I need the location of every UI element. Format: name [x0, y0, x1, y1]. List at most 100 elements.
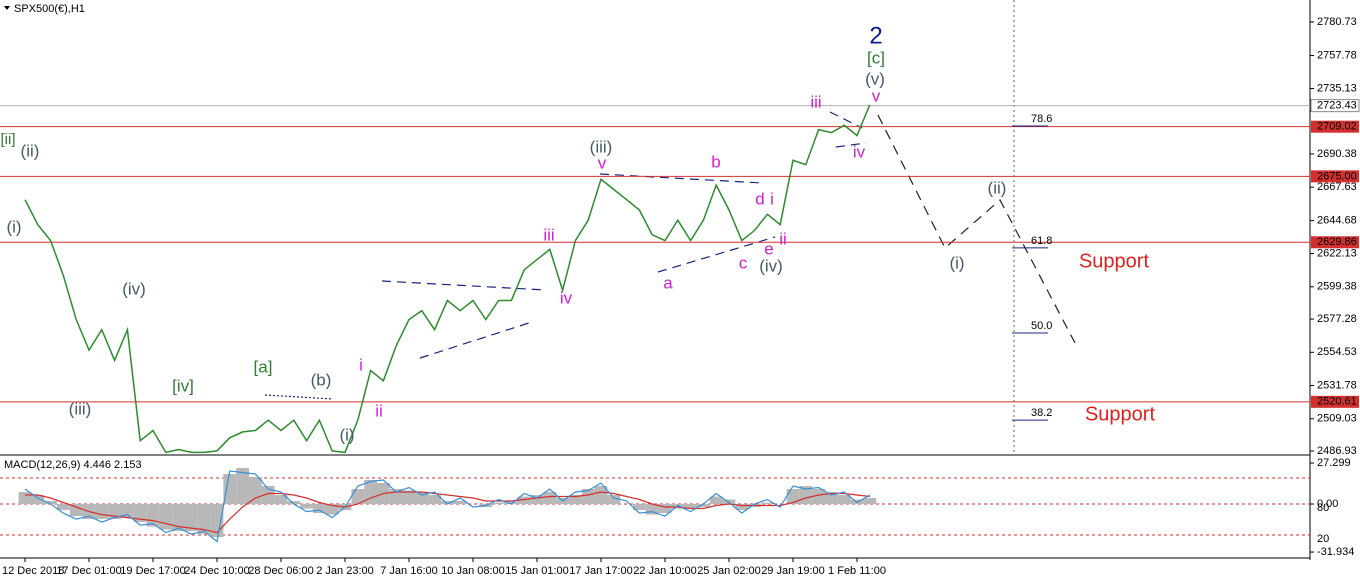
macd-bar [95, 504, 109, 520]
macd-bar [645, 504, 659, 515]
x-tick-label: 1 Feb 11:00 [828, 565, 886, 577]
macd-bar [569, 495, 582, 505]
macd-bar [121, 504, 134, 518]
level-label: 20 [1317, 533, 1329, 545]
y-tick-label: 0.00 [1317, 498, 1338, 510]
level-label: 80 [1317, 502, 1329, 514]
fib-label: 61.8 [1031, 235, 1052, 247]
wave-label: (i) [6, 217, 21, 236]
level-tag [1311, 395, 1359, 408]
macd-bar [261, 486, 275, 505]
y-tick-label: 2780.73 [1317, 16, 1357, 28]
trend-line [835, 142, 867, 148]
macd-bar [761, 502, 774, 505]
trend-line [419, 321, 533, 359]
macd-bar [57, 504, 70, 511]
y-tick-label: 2690.38 [1317, 148, 1357, 160]
macd-bar [812, 489, 825, 505]
level-tag [1311, 120, 1359, 133]
wave-label: v [598, 153, 607, 172]
macd-bar [197, 504, 211, 535]
trend-line [264, 394, 334, 400]
macd-bar [633, 504, 646, 511]
level-label: 2629.86 [1317, 236, 1357, 248]
macd-bar [133, 504, 147, 523]
y-tick-label: 2735.13 [1317, 82, 1357, 94]
y-tick-label: 27.299 [1317, 457, 1351, 469]
wave-label: v [872, 86, 881, 105]
y-tick-label: 2509.03 [1317, 413, 1357, 425]
price-line [24, 104, 871, 454]
trend-lines [264, 111, 867, 400]
y-tick-label: 2577.28 [1317, 313, 1357, 325]
macd-bar [709, 496, 723, 505]
macd-bar [300, 504, 313, 509]
macd-bar [313, 504, 326, 514]
wave-label: i [359, 355, 363, 374]
macd-bar [453, 501, 467, 505]
x-tick-label: 10 Jan 08:00 [441, 565, 505, 577]
macd-bar [543, 492, 557, 505]
wave-label: Support [1085, 403, 1155, 425]
wave-label: d [755, 189, 764, 208]
y-tick-label: 2599.38 [1317, 281, 1357, 293]
menu-arrow[interactable] [4, 6, 10, 10]
level-label: 2675.00 [1317, 170, 1357, 182]
level-tag [1310, 99, 1360, 113]
wave-label: e [764, 239, 773, 258]
wave-label: iii [810, 92, 821, 111]
macd-bar [172, 504, 185, 532]
wave-label: iii [543, 225, 554, 244]
x-tick-label: 19 Dec 17:00 [120, 565, 185, 577]
macd-bar [18, 492, 32, 505]
x-tick-label: 28 Dec 06:00 [248, 565, 313, 577]
wave-label: (iii) [590, 137, 613, 156]
macd-bar [658, 504, 672, 514]
macd-bar [249, 476, 262, 505]
fib-label: 78.6 [1031, 113, 1052, 125]
x-tick-label: 12 Dec 2018 [2, 565, 64, 577]
chart-title: SPX500(€),H1 [14, 3, 85, 15]
macd-bar [607, 495, 621, 505]
macd-bar [697, 504, 710, 508]
level-label: 2520.61 [1317, 396, 1357, 408]
wave-label: i [770, 189, 774, 208]
y-tick-label: 2644.68 [1317, 215, 1357, 227]
x-tick-label: 2 Jan 23:00 [316, 565, 374, 577]
macd-line [24, 470, 871, 543]
wave-label: c [739, 253, 748, 272]
wave-label: (ii) [988, 178, 1007, 197]
wave-label: ii [375, 401, 383, 420]
macd-bar [441, 501, 454, 505]
macd-bar [786, 489, 800, 505]
y-tick-label: 2486.93 [1317, 445, 1357, 457]
wave-label: (v) [865, 69, 885, 88]
wave-label: b [711, 152, 720, 171]
y-tick-label: 2622.13 [1317, 247, 1357, 259]
trend-line [381, 280, 546, 291]
x-tick-label: 24 Dec 10:00 [184, 565, 249, 577]
macd-bar [415, 492, 429, 505]
macd-bar [31, 495, 45, 505]
wave-label: (b) [311, 370, 332, 389]
macd-bar [581, 489, 595, 505]
macd-bar [863, 498, 877, 505]
wave-label: [c] [867, 48, 885, 67]
macd-bar [44, 501, 57, 505]
macd-bar [594, 486, 608, 505]
macd-bar [684, 504, 697, 509]
macd-bar [223, 473, 237, 505]
wave-label: (iv) [122, 279, 146, 298]
fib-label: 38.2 [1031, 407, 1052, 419]
wave-label: [ii] [1, 131, 16, 148]
wave-label: [iv] [172, 376, 194, 395]
level-label: 2709.02 [1317, 121, 1357, 133]
macd-bar [185, 504, 198, 532]
y-tick-label: 2531.78 [1317, 379, 1357, 391]
y-tick-label: 2667.63 [1317, 181, 1357, 193]
wave-label: (iii) [69, 399, 92, 418]
x-tick-label: 7 Jan 16:00 [380, 565, 438, 577]
